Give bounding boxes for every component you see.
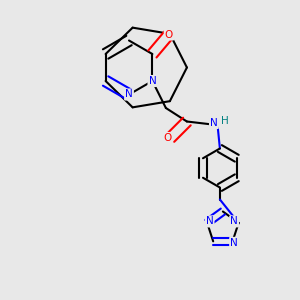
Text: N: N [210,118,218,128]
Text: N: N [125,89,133,100]
Text: O: O [163,133,172,143]
Text: O: O [165,29,173,40]
Text: N: N [148,76,156,86]
Text: N: N [230,238,238,248]
Text: N: N [206,216,214,226]
Text: N: N [230,216,238,226]
Text: H: H [220,116,228,126]
